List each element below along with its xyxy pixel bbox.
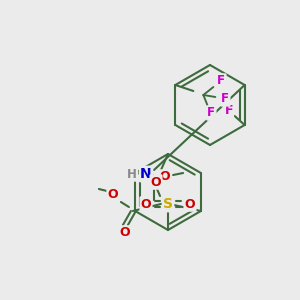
Text: O: O — [185, 197, 195, 211]
Text: O: O — [151, 176, 161, 188]
Text: N: N — [140, 167, 152, 181]
Text: H: H — [127, 167, 137, 181]
Text: F: F — [224, 104, 233, 118]
Text: O: O — [108, 188, 118, 202]
Text: F: F — [207, 106, 215, 119]
Text: F: F — [218, 74, 225, 88]
Text: O: O — [120, 226, 130, 239]
Text: O: O — [160, 170, 170, 184]
Text: S: S — [163, 197, 173, 211]
Text: F: F — [221, 92, 230, 106]
Text: O: O — [141, 197, 151, 211]
